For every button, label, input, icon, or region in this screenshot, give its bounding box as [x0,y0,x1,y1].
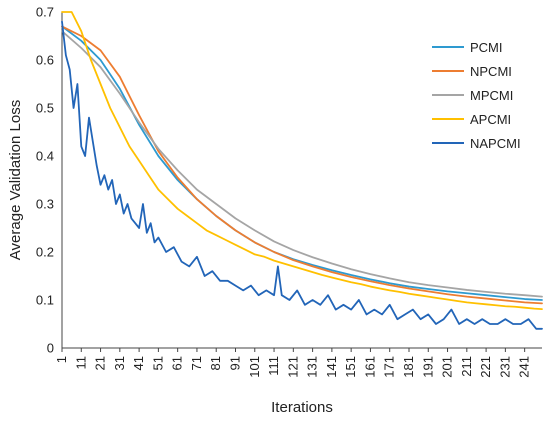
x-tick-label: 1 [54,356,69,363]
x-tick-label: 111 [266,356,281,376]
legend-label-pcmi: PCMI [470,40,503,55]
y-axis: 0 0.1 0.2 0.3 0.4 0.5 0.6 0.7 [36,5,63,356]
x-tick-label: 21 [93,356,108,370]
y-tick-label: 0.5 [36,101,54,116]
legend-label-npcmi: NPCMI [470,64,512,79]
x-tick-label: 101 [247,356,262,378]
x-tick-label: 81 [208,356,223,370]
x-tick-label: 131 [305,356,320,378]
series-line-apcmi [61,11,543,311]
legend-label-mpcmi: MPCMI [470,88,513,103]
x-tick-label: 231 [497,356,512,378]
x-tick-label: 161 [362,356,377,378]
y-tick-label: 0 [47,341,54,356]
x-axis-title: Iterations [271,399,333,416]
x-tick-label: 121 [285,356,300,378]
series-line-pcmi [61,25,543,301]
x-tick-label: 71 [189,356,204,370]
x-tick-label: 41 [131,356,146,370]
series-line-npcmi [61,25,543,305]
y-axis-title: Average Validation Loss [7,100,24,260]
legend: PCMI NPCMI MPCMI APCMI NAPCMI [432,40,521,151]
x-tick-label: 51 [150,356,165,370]
x-tick-label: 61 [170,356,185,370]
x-axis: 1 11 21 31 41 51 61 71 81 91 101 111 121 131 141 151 161… [54,347,542,378]
x-tick-label: 11 [73,356,88,370]
x-tick-label: 171 [382,356,397,378]
x-tick-label: 201 [440,356,455,378]
y-tick-label: 0.4 [36,149,54,164]
x-tick-label: 241 [517,356,532,378]
x-tick-label: 181 [401,356,416,378]
y-tick-label: 0.1 [36,293,54,308]
x-tick-label: 31 [112,356,127,370]
series-layer [61,11,543,330]
y-tick-label: 0.2 [36,245,54,260]
legend-label-apcmi: APCMI [470,112,511,127]
y-tick-label: 0.3 [36,197,54,212]
x-tick-label: 211 [459,356,474,377]
x-tick-label: 221 [478,356,493,378]
series-line-mpcmi [61,30,543,298]
x-tick-label: 151 [343,356,358,378]
y-tick-label: 0.7 [36,5,54,20]
y-tick-label: 0.6 [36,53,54,68]
legend-label-napcmi: NAPCMI [470,136,521,151]
x-tick-label: 91 [227,356,242,370]
x-tick-label: 141 [324,356,339,378]
series-line-napcmi [61,20,543,330]
x-tick-label: 191 [420,356,435,378]
